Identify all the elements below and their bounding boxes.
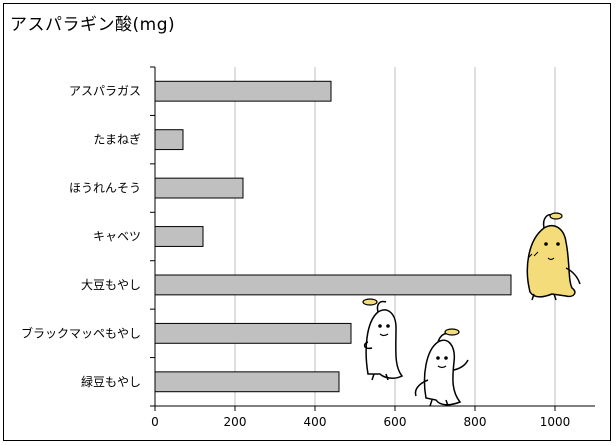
bar-5 [154, 322, 352, 344]
category-label: 大豆もやし [81, 278, 141, 292]
chart-frame [3, 3, 611, 441]
mascot-white-icon [362, 298, 404, 381]
mascot-yellow-icon [526, 212, 581, 301]
x-tick-label: 600 [384, 415, 407, 429]
chart-title: アスパラギン酸(mg) [10, 15, 176, 35]
x-tick-label: 200 [224, 415, 247, 429]
bar-2 [154, 177, 244, 199]
tick-labels: 0 200 400 600 800 1000 [151, 415, 570, 429]
x-tick-label: 400 [304, 415, 327, 429]
category-label: たまねぎ [93, 133, 141, 147]
x-tick-label: 1000 [540, 415, 571, 429]
category-label: ほうれんそう [69, 181, 141, 195]
category-label: 緑豆もやし [81, 374, 141, 389]
category-label: ブラックマッペもやし [21, 325, 141, 340]
category-label: キャベツ [93, 230, 141, 244]
x-tick-label: 800 [464, 415, 487, 429]
x-tick-label: 0 [151, 415, 159, 429]
bar-4 [154, 274, 512, 296]
bar-1 [154, 129, 184, 151]
bar-3 [154, 226, 204, 247]
bar-6 [154, 371, 340, 393]
category-label: アスパラガス [69, 84, 141, 98]
axes [150, 66, 595, 411]
bars [154, 80, 512, 393]
bar-0 [154, 80, 332, 102]
mascot-white-icon-2 [414, 328, 469, 407]
